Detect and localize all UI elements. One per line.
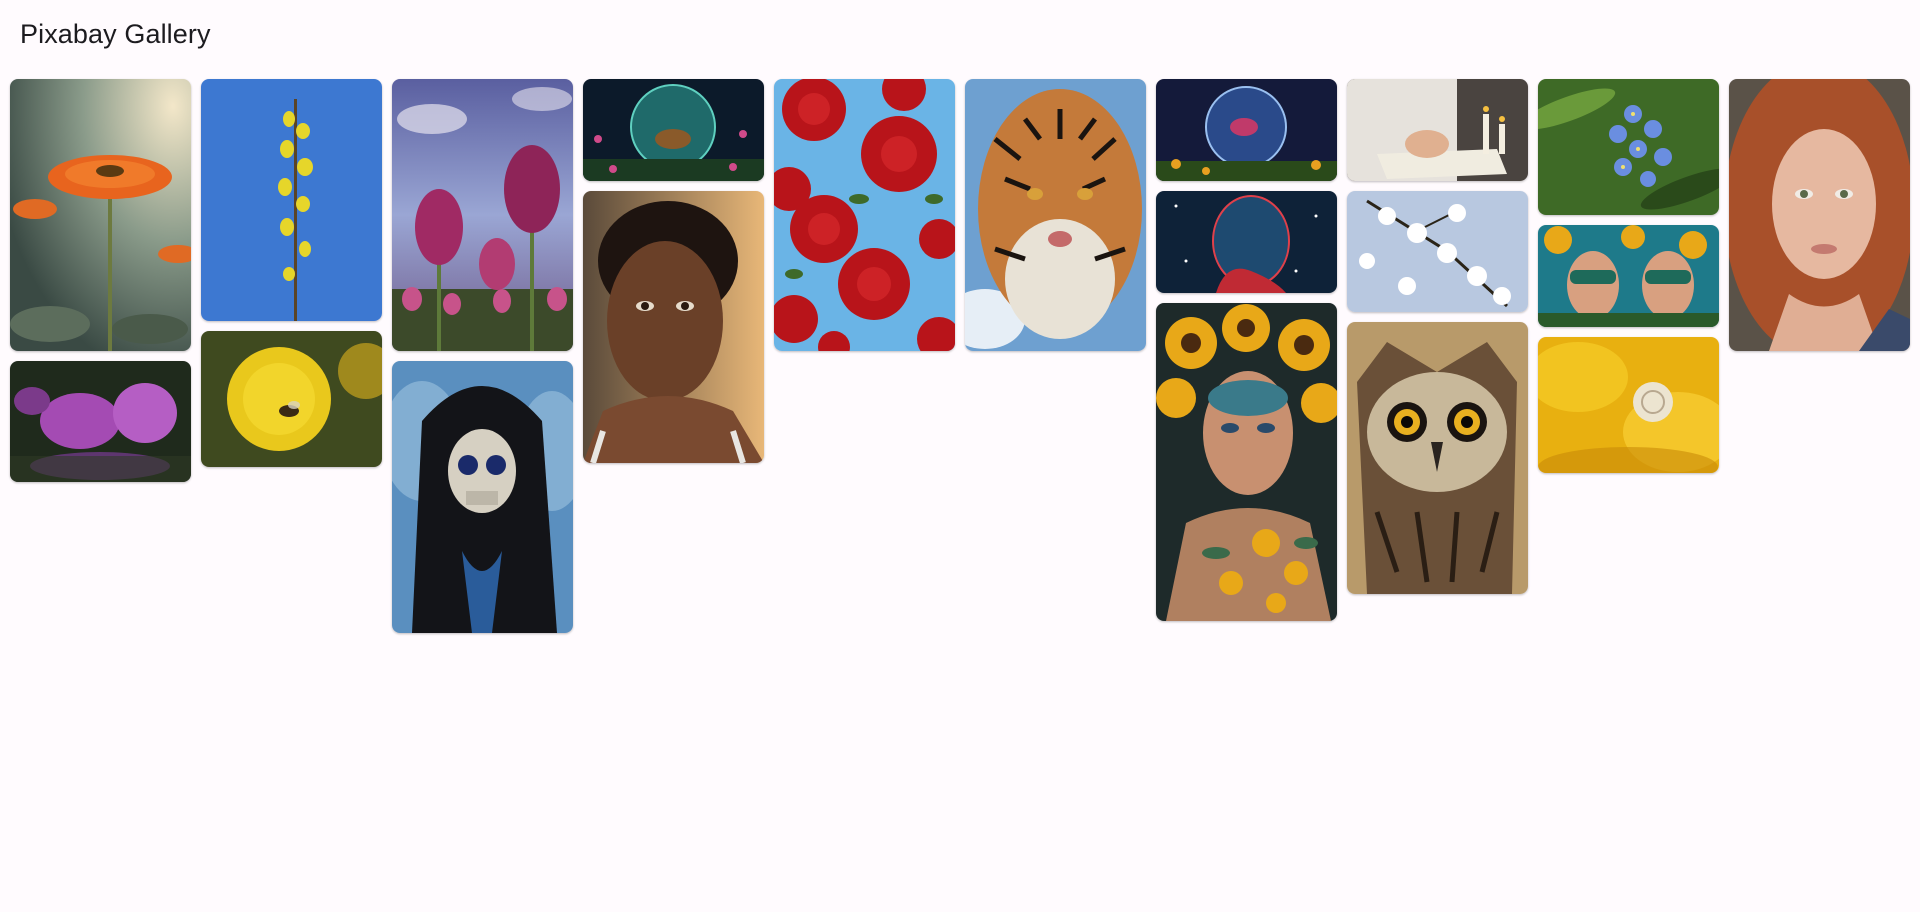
white-blossom-branch-image[interactable] bbox=[1347, 191, 1528, 312]
red-haired-woman-portrait-image[interactable] bbox=[1729, 79, 1910, 351]
grid-column bbox=[1538, 79, 1719, 473]
app-title: Pixabay Gallery bbox=[20, 19, 211, 49]
grid-column bbox=[774, 79, 955, 351]
snail-on-yellow-flower-image[interactable] bbox=[1538, 337, 1719, 473]
masked-twins-sunflowers-image[interactable] bbox=[1538, 225, 1719, 327]
praying-hands-bible-candles-image[interactable] bbox=[1347, 79, 1528, 181]
purple-magnolia-flowers-image[interactable] bbox=[10, 361, 191, 482]
deer-on-globe-fantasy-image[interactable] bbox=[583, 79, 764, 181]
red-roses-pattern-image[interactable] bbox=[774, 79, 955, 351]
grid-column bbox=[1156, 79, 1337, 621]
hooded-skull-reaper-image[interactable] bbox=[392, 361, 573, 633]
blue-forget-me-not-flowers-image[interactable] bbox=[1538, 79, 1719, 215]
dandelion-with-bee-image[interactable] bbox=[201, 331, 382, 467]
image-masonry-grid bbox=[10, 79, 1910, 633]
grid-column bbox=[392, 79, 573, 633]
grid-column bbox=[201, 79, 382, 467]
tiger-portrait-image[interactable] bbox=[965, 79, 1146, 351]
bird-in-glass-globe-image[interactable] bbox=[1156, 79, 1337, 181]
sunflower-crowned-woman-image[interactable] bbox=[1156, 303, 1337, 621]
grid-column bbox=[965, 79, 1146, 351]
owl-portrait-image[interactable] bbox=[1347, 322, 1528, 594]
grid-column bbox=[10, 79, 191, 482]
young-girl-portrait-image[interactable] bbox=[583, 191, 764, 463]
pink-tulips-sky-image[interactable] bbox=[392, 79, 573, 351]
app-bar: Pixabay Gallery bbox=[0, 0, 1920, 68]
orange-gerbera-flower-image[interactable] bbox=[10, 79, 191, 351]
grid-column bbox=[1729, 79, 1910, 351]
yellow-forsythia-branch-image[interactable] bbox=[201, 79, 382, 321]
cosmic-woman-profile-image[interactable] bbox=[1156, 191, 1337, 293]
grid-column bbox=[1347, 79, 1528, 594]
grid-column bbox=[583, 79, 764, 463]
